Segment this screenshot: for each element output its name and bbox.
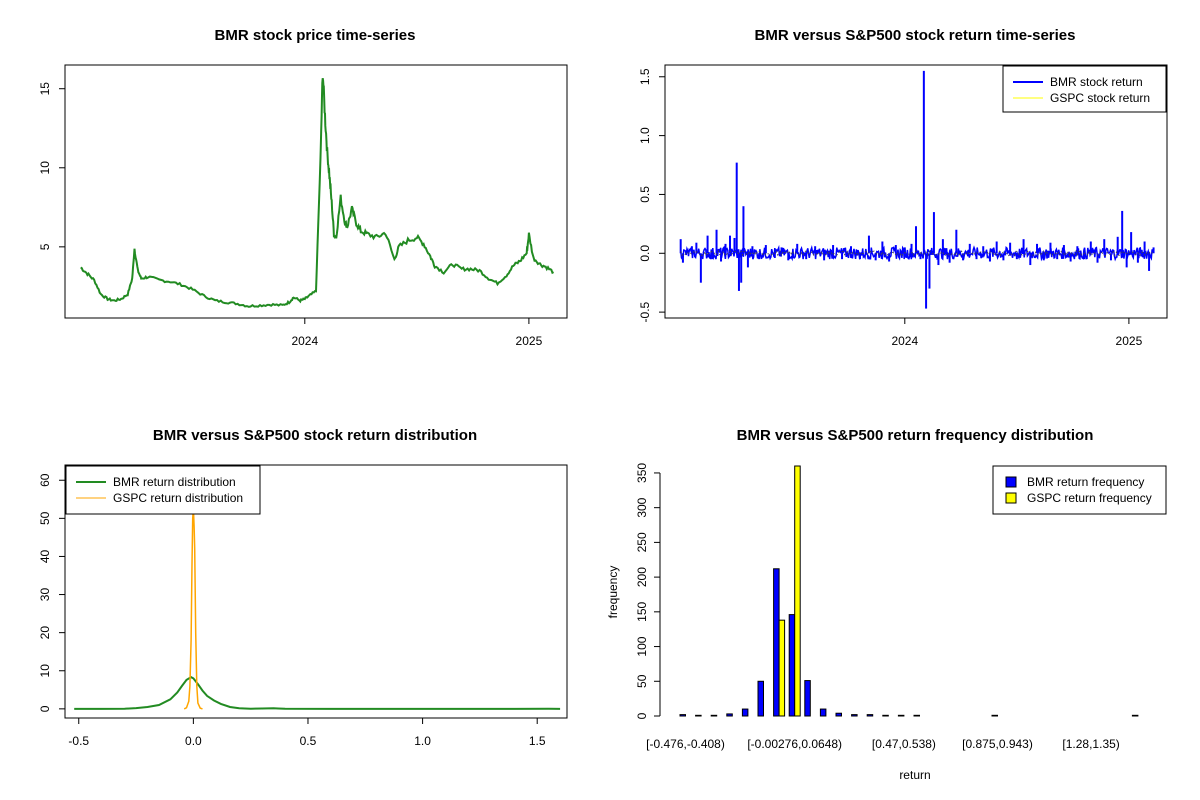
bar-gspc <box>794 465 801 717</box>
frequency-y-tick-label: 200 <box>635 567 649 587</box>
bar-bmr <box>773 568 780 717</box>
density-legend-box <box>65 465 261 515</box>
density-x-tick-label: 0.0 <box>185 734 202 748</box>
frequency-y-label: frequency <box>606 566 620 619</box>
frequency-legend: BMR return frequency GSPC return frequen… <box>992 465 1167 515</box>
returns-legend-label-bmr: BMR stock return <box>1050 75 1143 89</box>
frequency-y-tick-label: 350 <box>635 463 649 483</box>
density-y-tick-label: 50 <box>38 511 52 525</box>
frequency-x-tick-label: [-0.00276,0.0648) <box>747 737 842 751</box>
returns-y-tick-label: -0.5 <box>638 301 652 322</box>
price-x-tick-label: 2025 <box>516 334 543 348</box>
bar-bmr <box>897 714 905 717</box>
frequency-y-tick-label: 100 <box>635 636 649 656</box>
returns-legend-box <box>1002 65 1167 113</box>
bar-bmr <box>913 714 920 717</box>
frequency-y-tick-label: 150 <box>635 602 649 622</box>
returns-series <box>679 70 1155 309</box>
density-y-tick-label: 40 <box>38 549 52 563</box>
bar-gspc <box>778 619 786 717</box>
bar-bmr <box>991 714 998 717</box>
density-x-tick-label: 1.0 <box>414 734 431 748</box>
frequency-legend-key-gspc <box>1005 492 1017 504</box>
price-y-tick-label: 15 <box>38 82 52 96</box>
returns-y-tick-label: 0.0 <box>638 245 652 262</box>
bar-bmr <box>1131 714 1139 717</box>
frequency-x-label: return <box>899 768 930 782</box>
frequency-legend-box <box>992 465 1167 515</box>
returns-panel: BMR versus S&P500 stock return time-seri… <box>638 27 1168 348</box>
bar-bmr <box>804 680 811 717</box>
price-y-tick-label: 5 <box>38 243 52 250</box>
frequency-y-tick-label: 0 <box>635 712 649 719</box>
density-axes: 0 10 20 30 40 50 60 -0.5 0.0 0.5 1.0 1.5 <box>38 473 546 748</box>
returns-y-tick-label: 1.5 <box>638 68 652 85</box>
frequency-x-tick-label: [1.28,1.35) <box>1062 737 1119 751</box>
returns-legend: BMR stock return GSPC stock return <box>1002 65 1167 113</box>
density-chart-title: BMR versus S&P500 stock return distribut… <box>153 427 477 444</box>
price-x-tick-label: 2024 <box>291 334 318 348</box>
density-x-tick-label: 0.5 <box>300 734 317 748</box>
bar-bmr <box>757 680 764 717</box>
price-line <box>80 78 555 308</box>
density-x-tick-label: 1.5 <box>529 734 546 748</box>
price-panel: BMR stock price time-series 5 10 15 2024 202… <box>38 27 568 348</box>
bar-bmr <box>835 712 842 717</box>
frequency-y-tick-label: 50 <box>635 674 649 688</box>
returns-gspc-line <box>680 249 1153 257</box>
bar-bmr <box>819 708 827 717</box>
returns-legend-label-gspc: GSPC stock return <box>1050 91 1150 105</box>
density-series <box>74 508 561 710</box>
bar-bmr <box>710 714 718 717</box>
bar-bmr <box>866 714 874 717</box>
returns-axes: -0.5 0.0 0.5 1.0 1.5 2024 2025 <box>638 68 1143 348</box>
frequency-y-tick-label: 250 <box>635 532 649 552</box>
frequency-legend-label-bmr: BMR return frequency <box>1027 475 1144 489</box>
density-legend-label-gspc: GSPC return distribution <box>113 491 243 505</box>
density-y-tick-label: 30 <box>38 588 52 602</box>
bar-bmr <box>882 714 889 717</box>
price-series <box>80 78 555 308</box>
returns-x-tick-label: 2025 <box>1116 334 1143 348</box>
returns-y-tick-label: 0.5 <box>638 186 652 203</box>
density-legend: BMR return distribution GSPC return dist… <box>65 465 261 515</box>
returns-bmr-line <box>679 244 1154 262</box>
density-y-tick-label: 0 <box>38 705 52 712</box>
price-axes: 5 10 15 2024 2025 <box>38 82 543 348</box>
frequency-panel: BMR versus S&P500 return frequency distr… <box>606 427 1167 782</box>
bar-bmr <box>851 714 858 717</box>
price-chart-title: BMR stock price time-series <box>215 27 416 44</box>
returns-x-tick-label: 2024 <box>891 334 918 348</box>
bar-bmr <box>788 614 796 717</box>
bar-bmr <box>695 714 702 717</box>
frequency-x-tick-label: [-0.476,-0.408) <box>646 737 725 751</box>
frequency-y-tick-label: 300 <box>635 497 649 517</box>
density-y-tick-label: 10 <box>38 664 52 678</box>
returns-chart-title: BMR versus S&P500 stock return time-seri… <box>755 27 1076 44</box>
frequency-x-tick-label: [0.47,0.538) <box>872 737 936 751</box>
returns-y-tick-label: 1.0 <box>638 127 652 144</box>
frequency-axes: 0 50 100 150 200 250 300 350 [-0.476,-0.408) [-0.… <box>635 463 1120 751</box>
price-y-tick-label: 10 <box>38 161 52 175</box>
frequency-bars <box>679 465 1139 717</box>
density-legend-label-bmr: BMR return distribution <box>113 475 236 489</box>
density-y-tick-label: 20 <box>38 626 52 640</box>
frequency-chart-title: BMR versus S&P500 return frequency distr… <box>737 427 1094 444</box>
bar-bmr <box>726 713 733 717</box>
frequency-x-tick-label: [0.875,0.943) <box>962 737 1033 751</box>
density-panel: BMR versus S&P500 stock return distribut… <box>38 427 568 748</box>
frequency-legend-label-gspc: GSPC return frequency <box>1027 491 1152 505</box>
density-y-tick-label: 60 <box>38 473 52 487</box>
density-x-tick-label: -0.5 <box>68 734 89 748</box>
bar-bmr <box>741 708 749 717</box>
bar-bmr <box>679 714 686 717</box>
frequency-legend-key-bmr <box>1005 476 1017 488</box>
density-bmr-line <box>74 676 561 710</box>
